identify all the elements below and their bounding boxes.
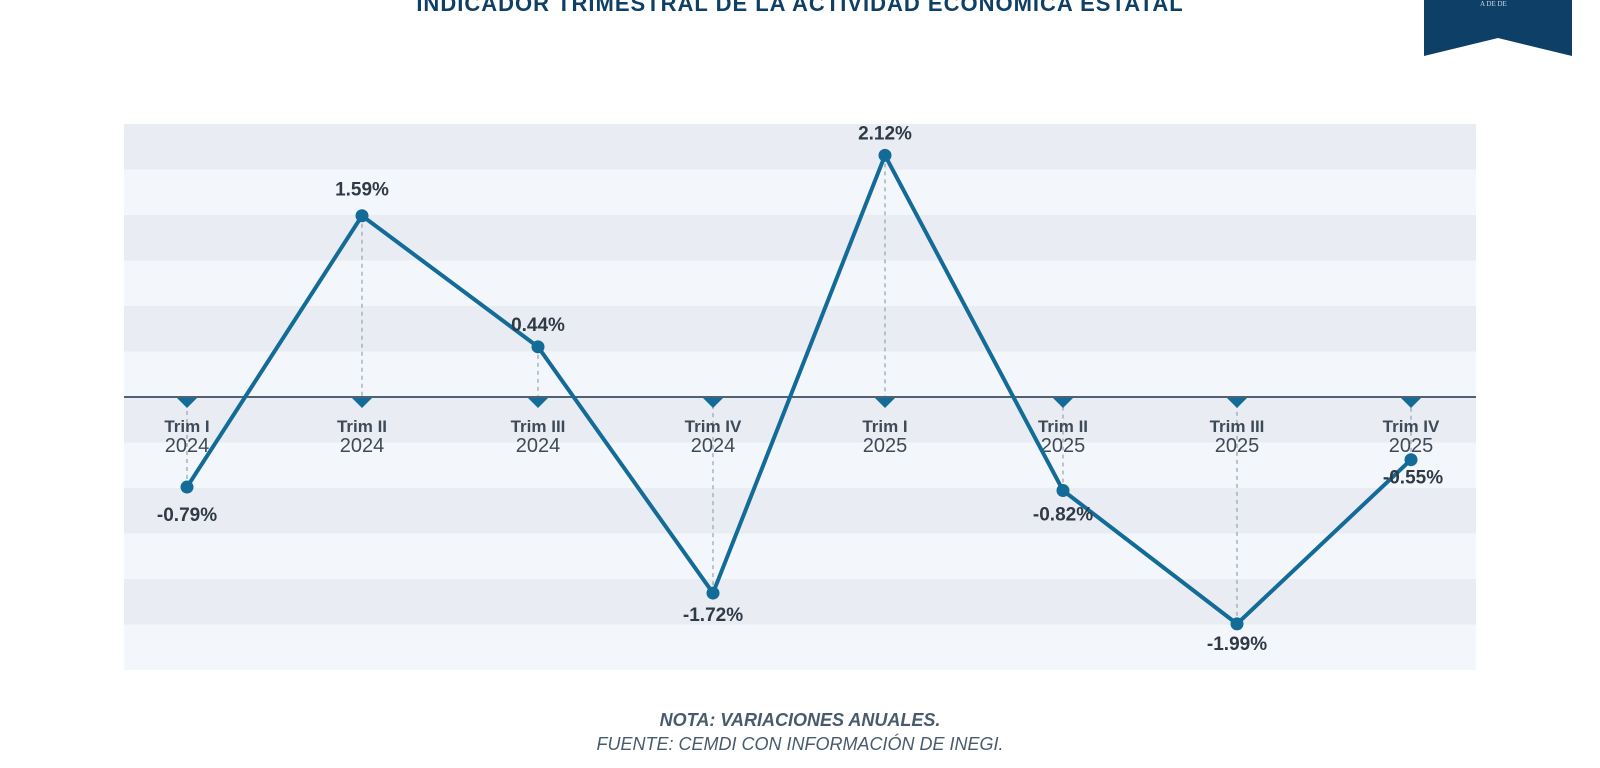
x-tick-label-year: 2025 [1215, 435, 1260, 457]
chart-title: INDICADOR TRIMESTRAL DE LA ACTIVIDAD ECO… [416, 0, 1184, 16]
data-point [1404, 453, 1418, 467]
x-tick-label-year: 2025 [1041, 435, 1086, 457]
grid-band [124, 397, 1476, 443]
x-tick-label-year: 2025 [1389, 435, 1434, 457]
data-label: 0.44% [511, 315, 565, 336]
data-point [1230, 617, 1244, 631]
axis-marker [352, 398, 372, 408]
x-tick-label-quarter: Trim I [164, 417, 209, 436]
data-label: -0.79% [157, 505, 217, 526]
axis-marker [1227, 398, 1247, 408]
data-point [878, 148, 892, 162]
data-label: 1.59% [335, 180, 389, 201]
axis-marker [703, 398, 723, 408]
grid-band [124, 260, 1476, 306]
x-tick-label-year: 2024 [516, 435, 561, 457]
data-label: -0.82% [1033, 504, 1093, 525]
grid-band [124, 124, 1476, 170]
data-point [355, 209, 369, 223]
grid-band [124, 533, 1476, 579]
grid-band [124, 442, 1476, 488]
data-label: 2.12% [858, 123, 912, 144]
x-tick-label-year: 2025 [863, 435, 908, 457]
ribbon-text: A DE DE [1480, 0, 1507, 8]
grid-band [124, 624, 1476, 670]
axis-marker [1401, 398, 1421, 408]
x-tick-label-quarter: Trim IV [685, 417, 742, 436]
x-tick-label-quarter: Trim III [1210, 417, 1265, 436]
grid-band [124, 579, 1476, 625]
data-point [531, 340, 545, 354]
axis-marker [875, 398, 895, 408]
x-tick-label-year: 2024 [691, 435, 736, 457]
data-label: -1.72% [683, 605, 743, 626]
grid-band [124, 488, 1476, 534]
data-label: -1.99% [1207, 634, 1267, 655]
footer-source: FUENTE: CEMDI CON INFORMACIÓN DE INEGI. [596, 734, 1004, 754]
axis-marker [177, 398, 197, 408]
x-tick-label-quarter: Trim III [511, 417, 566, 436]
x-tick-label-quarter: Trim II [337, 417, 387, 436]
x-tick-label-quarter: Trim II [1038, 417, 1088, 436]
axis-markers [177, 398, 1421, 408]
data-point [180, 480, 194, 494]
x-tick-label-year: 2024 [340, 435, 385, 457]
data-point [706, 586, 720, 600]
data-labels: -0.79% 1.59% 0.44% -1.72% 2.12% -0.82% -1.99% -… [157, 123, 1443, 655]
grid-band [124, 169, 1476, 215]
footer-notes: NOTA: VARIACIONES ANUALES. FUENTE: CEMDI… [0, 708, 1600, 756]
series-line [185, 153, 1413, 626]
drop-lines [186, 155, 1412, 624]
data-label: -0.55% [1383, 468, 1443, 489]
x-tick-label-quarter: Trim IV [1383, 417, 1440, 436]
footer-note: NOTA: VARIACIONES ANUALES. [659, 710, 941, 730]
grid-band [124, 306, 1476, 352]
x-tick-label-quarter: Trim I [862, 417, 907, 436]
grid-band [124, 215, 1476, 261]
background-bands [124, 124, 1476, 670]
x-tick-label-year: 2024 [165, 435, 210, 457]
ribbon-shape [1424, 0, 1572, 56]
axis-marker [528, 398, 548, 408]
logo-ribbon: A DE DE [1424, 0, 1572, 56]
axis-marker [1053, 398, 1073, 408]
data-point [1056, 483, 1070, 497]
data-points [180, 148, 1418, 631]
